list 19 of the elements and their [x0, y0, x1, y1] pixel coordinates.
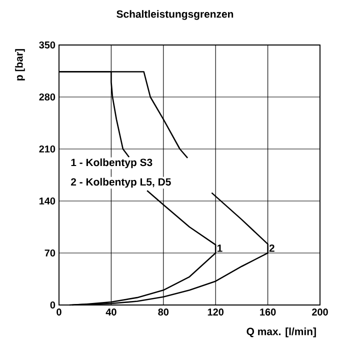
y-axis-title: p [bar] — [15, 49, 25, 80]
x-tick-label: 80 — [158, 308, 169, 316]
x-tick-label: 120 — [208, 308, 224, 316]
annotation: 1 — [217, 244, 222, 252]
y-tick-label: 280 — [39, 93, 56, 101]
annotation: 2 — [269, 244, 274, 252]
x-tick-label: 0 — [56, 308, 62, 316]
annotation: 1 - Kolbentyp S3 — [71, 158, 152, 168]
x-tick-label: 200 — [312, 308, 328, 316]
x-tick-label: 160 — [260, 308, 276, 316]
y-tick-label: 140 — [39, 197, 56, 205]
chart-title: Schaltleistungsgrenzen — [116, 10, 234, 20]
x-axis-title: Q max. [l/min] — [246, 328, 316, 338]
x-tick-label: 40 — [106, 308, 116, 316]
y-tick-label: 0 — [50, 301, 56, 309]
annotation: 2 - Kolbentyp L5, D5 — [70, 178, 171, 188]
y-tick-label: 350 — [39, 41, 56, 49]
y-tick-label: 210 — [39, 145, 56, 153]
y-tick-label: 70 — [44, 249, 56, 257]
